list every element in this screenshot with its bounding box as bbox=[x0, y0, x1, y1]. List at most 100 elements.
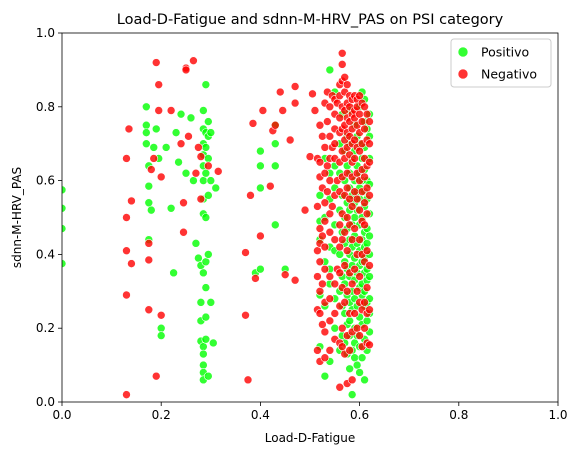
scatter-point-negativo bbox=[347, 202, 357, 211]
scatter-point-negativo bbox=[275, 87, 285, 97]
legend-marker-positivo bbox=[457, 46, 469, 58]
scatter-point-positivo bbox=[144, 181, 154, 191]
scatter-point-positivo bbox=[201, 143, 211, 152]
scatter-point-negativo bbox=[350, 264, 359, 274]
scatter-point-positivo bbox=[62, 224, 67, 233]
scatter-point-positivo bbox=[189, 176, 198, 185]
scatter-point-positivo bbox=[201, 334, 211, 344]
scatter-point-positivo bbox=[270, 220, 280, 230]
scatter-point-positivo bbox=[345, 364, 354, 374]
scatter-point-positivo bbox=[206, 176, 216, 185]
scatter-point-negativo bbox=[196, 152, 206, 161]
scatter-point-positivo bbox=[362, 239, 372, 248]
scatter-point-negativo bbox=[191, 168, 201, 178]
x-tick-label: 0.4 bbox=[251, 408, 270, 422]
scatter-point-negativo bbox=[146, 165, 156, 174]
scatter-point-positivo bbox=[199, 268, 208, 278]
scatter-point-positivo bbox=[206, 298, 216, 307]
scatter-point-negativo bbox=[320, 353, 330, 363]
scatter-point-negativo bbox=[325, 209, 335, 219]
scatter-point-positivo bbox=[62, 259, 67, 268]
scatter-point-negativo bbox=[350, 224, 359, 233]
y-tick-label: 0.2 bbox=[36, 321, 55, 335]
scatter-point-negativo bbox=[365, 191, 374, 200]
x-axis-label: Load-D-Fatigue bbox=[265, 431, 356, 445]
scatter-point-negativo bbox=[360, 172, 369, 182]
scatter-point-negativo bbox=[342, 246, 352, 256]
scatter-point-negativo bbox=[337, 323, 347, 333]
scatter-point-negativo bbox=[315, 224, 325, 233]
scatter-point-negativo bbox=[325, 346, 335, 355]
scatter-point-negativo bbox=[122, 246, 131, 256]
scatter-point-negativo bbox=[365, 157, 374, 167]
scatter-point-negativo bbox=[127, 259, 136, 268]
scatter-point-positivo bbox=[335, 250, 345, 259]
x-tick-label: 0.0 bbox=[52, 408, 71, 422]
scatter-point-negativo bbox=[266, 181, 275, 191]
scatter-point-negativo bbox=[330, 279, 340, 289]
y-tick-label: 1.0 bbox=[36, 26, 55, 40]
scatter-point-negativo bbox=[330, 139, 340, 148]
scatter-point-negativo bbox=[340, 298, 350, 307]
scatter-point-positivo bbox=[365, 272, 374, 281]
scatter-point-positivo bbox=[256, 183, 265, 193]
scatter-point-negativo bbox=[360, 323, 369, 333]
scatter-point-positivo bbox=[146, 205, 156, 215]
scatter-point-positivo bbox=[62, 203, 67, 213]
scatter-point-positivo bbox=[199, 106, 208, 115]
scatter-point-negativo bbox=[325, 294, 335, 303]
scatter-point-positivo bbox=[201, 312, 211, 322]
scatter-point-negativo bbox=[320, 264, 330, 274]
scatter-point-positivo bbox=[201, 80, 211, 89]
scatter-point-negativo bbox=[300, 205, 310, 215]
scatter-point-positivo bbox=[325, 65, 335, 75]
x-tick-label: 0.8 bbox=[449, 408, 468, 422]
scatter-point-negativo bbox=[330, 309, 340, 318]
scatter-point-positivo bbox=[320, 371, 330, 381]
scatter-point-negativo bbox=[241, 248, 250, 257]
scatter-point-negativo bbox=[122, 290, 131, 300]
points-layer bbox=[62, 48, 374, 399]
scatter-point-negativo bbox=[156, 172, 166, 182]
scatter-point-negativo bbox=[318, 279, 327, 289]
scatter-point-negativo bbox=[194, 143, 203, 152]
scatter-point-negativo bbox=[355, 331, 364, 340]
scatter-point-positivo bbox=[345, 316, 354, 326]
scatter-point-negativo bbox=[290, 98, 300, 108]
scatter-point-negativo bbox=[318, 231, 327, 241]
scatter-point-negativo bbox=[320, 198, 330, 208]
scatter-point-positivo bbox=[171, 128, 181, 137]
axes-frame bbox=[61, 32, 559, 403]
scatter-point-negativo bbox=[342, 286, 352, 296]
scatter-point-positivo bbox=[256, 161, 265, 171]
scatter-point-positivo bbox=[176, 109, 186, 119]
scatter-point-negativo bbox=[154, 106, 164, 115]
scatter-point-negativo bbox=[313, 272, 322, 281]
scatter-point-negativo bbox=[189, 56, 198, 65]
scatter-point-positivo bbox=[194, 253, 203, 263]
scatter-point-negativo bbox=[204, 161, 213, 171]
plot-area bbox=[62, 33, 558, 402]
scatter-point-negativo bbox=[196, 194, 206, 204]
scatter-point-negativo bbox=[325, 176, 335, 185]
scatter-point-positivo bbox=[196, 298, 206, 307]
scatter-point-negativo bbox=[362, 183, 372, 193]
scatter-point-negativo bbox=[335, 382, 345, 392]
scatter-point-positivo bbox=[204, 191, 213, 200]
scatter-point-negativo bbox=[315, 286, 325, 296]
scatter-point-negativo bbox=[355, 91, 364, 101]
scatter-point-negativo bbox=[241, 310, 250, 320]
scatter-point-negativo bbox=[323, 117, 332, 126]
legend-label-negativo: Negativo bbox=[481, 67, 537, 82]
scatter-point-positivo bbox=[161, 143, 171, 152]
scatter-point-positivo bbox=[315, 191, 325, 200]
scatter-point-negativo bbox=[320, 216, 330, 226]
scatter-point-negativo bbox=[315, 309, 325, 318]
scatter-point-negativo bbox=[184, 132, 193, 141]
x-tick-label: 1.0 bbox=[548, 408, 567, 422]
scatter-point-positivo bbox=[201, 213, 211, 222]
scatter-point-negativo bbox=[340, 227, 350, 237]
scatter-point-negativo bbox=[290, 275, 300, 285]
y-tick-label: 0.8 bbox=[36, 100, 55, 114]
scatter-point-negativo bbox=[337, 235, 347, 244]
